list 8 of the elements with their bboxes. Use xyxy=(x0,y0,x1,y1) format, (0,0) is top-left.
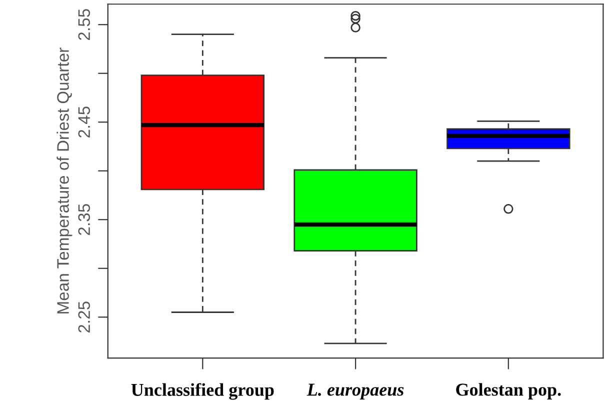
y-tick-label: 2.55 xyxy=(78,9,90,40)
y-tick-label: 2.45 xyxy=(78,106,90,138)
x-tick-label: Unclassified group xyxy=(131,383,274,400)
y-axis-title: Mean Temperature of Driest Quarter xyxy=(56,48,72,314)
y-tick-label: 2.35 xyxy=(78,204,90,235)
y-tick-label: 2.25 xyxy=(78,302,90,332)
x-tick-label: L. europaeus xyxy=(306,384,404,400)
x-tick-label: Golestan pop. xyxy=(456,383,561,400)
